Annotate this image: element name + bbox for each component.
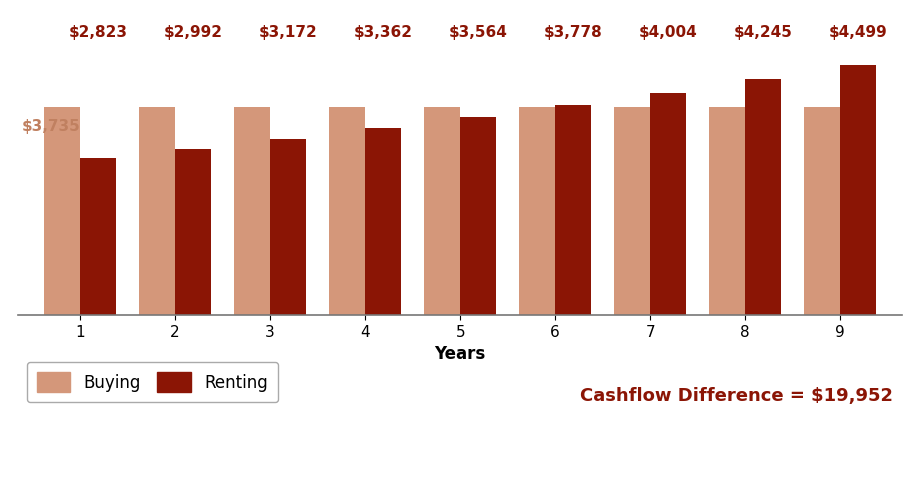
Bar (709, 107, 746, 315)
Text: $4,245: $4,245 (734, 26, 792, 40)
Text: $3,778: $3,778 (544, 26, 602, 40)
Bar (650, 93, 686, 315)
Bar (424, 107, 460, 315)
Bar (80, 158, 116, 315)
Bar (271, 139, 306, 315)
Text: $3,564: $3,564 (448, 26, 508, 40)
Text: $3,735: $3,735 (21, 119, 80, 135)
Legend: Buying, Renting: Buying, Renting (27, 362, 278, 402)
Bar (746, 79, 781, 315)
Bar (175, 149, 211, 315)
Bar (614, 107, 650, 315)
Text: Cashflow Difference = $19,952: Cashflow Difference = $19,952 (580, 387, 893, 405)
Text: $3,362: $3,362 (354, 26, 413, 40)
Bar (804, 107, 840, 315)
Bar (365, 128, 402, 315)
Bar (460, 117, 496, 315)
Text: $2,992: $2,992 (164, 26, 223, 40)
X-axis label: Years: Years (435, 345, 486, 363)
Text: $4,499: $4,499 (829, 26, 888, 40)
Bar (44, 107, 80, 315)
Bar (555, 105, 591, 315)
Bar (840, 65, 877, 315)
Bar (329, 107, 365, 315)
Bar (234, 107, 271, 315)
Bar (139, 107, 175, 315)
Text: $2,823: $2,823 (69, 26, 127, 40)
Text: $4,004: $4,004 (639, 26, 698, 40)
Text: $3,172: $3,172 (259, 26, 317, 40)
Bar (519, 107, 555, 315)
